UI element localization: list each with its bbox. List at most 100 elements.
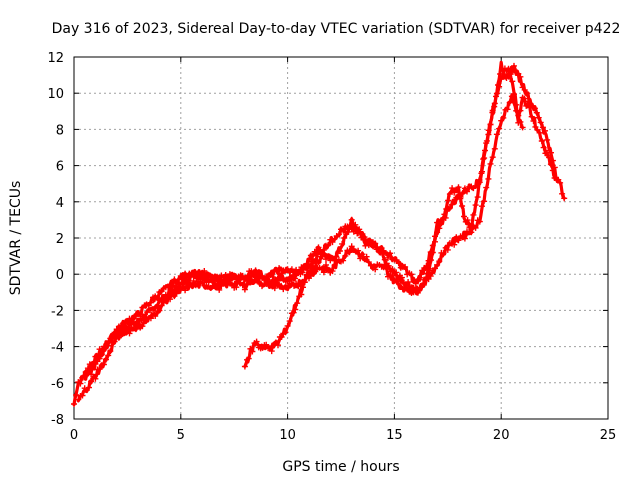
data-point [509, 67, 516, 74]
x-tick-label: 5 [177, 428, 185, 443]
data-point [389, 272, 396, 279]
data-point [290, 309, 297, 316]
data-point [446, 191, 453, 198]
data-point [374, 244, 381, 251]
data-point [561, 195, 568, 202]
data-point [472, 224, 479, 231]
y-tick-label: 12 [47, 51, 64, 66]
data-point [86, 367, 92, 374]
data-point [98, 351, 105, 358]
data-point [253, 338, 260, 345]
data-point [81, 374, 88, 380]
data-point [96, 355, 103, 362]
data-point [487, 160, 494, 167]
markers-upper-trace [81, 62, 560, 380]
data-point [451, 189, 458, 196]
data-point [457, 193, 464, 200]
data-point [423, 262, 430, 269]
data-point [263, 341, 270, 348]
data-point [250, 278, 257, 285]
data-point [459, 190, 466, 196]
data-point [533, 109, 540, 116]
data-point [335, 231, 342, 238]
data-point [88, 371, 95, 378]
data-point [398, 274, 405, 281]
data-point [71, 401, 77, 407]
data-point [329, 268, 336, 275]
data-point [298, 291, 305, 298]
data-point [320, 269, 327, 276]
data-point [551, 164, 558, 171]
data-point [273, 268, 280, 275]
data-point [540, 144, 547, 151]
x-axis-title: GPS time / hours [282, 459, 399, 475]
data-point [395, 280, 402, 287]
data-point [139, 323, 146, 330]
y-tick-label: -8 [51, 413, 64, 428]
data-point [496, 83, 503, 90]
data-series [71, 60, 568, 407]
data-point [440, 250, 447, 257]
data-point [523, 90, 530, 97]
data-point [86, 384, 92, 391]
data-point [88, 378, 95, 385]
data-point [393, 269, 400, 276]
data-point [173, 280, 180, 286]
data-point [381, 256, 388, 263]
data-point [292, 275, 299, 282]
data-point [229, 281, 236, 288]
data-point [461, 235, 468, 242]
data-point [451, 241, 458, 248]
data-point [559, 190, 566, 197]
data-point [449, 201, 456, 208]
data-point [271, 285, 278, 292]
data-point [103, 356, 109, 363]
data-point [75, 396, 82, 403]
data-point [513, 107, 520, 114]
data-point [479, 168, 485, 175]
data-point [427, 273, 434, 280]
data-point [517, 73, 524, 80]
data-point [278, 282, 285, 289]
data-point [549, 157, 556, 164]
data-point [175, 276, 182, 283]
y-tick-label: 4 [56, 196, 64, 211]
data-point [481, 155, 488, 162]
data-point [340, 227, 347, 234]
data-point [167, 296, 174, 303]
data-point [519, 124, 526, 131]
data-point [436, 225, 443, 232]
data-point [115, 334, 122, 341]
data-point [329, 239, 336, 246]
data-point [410, 276, 417, 283]
data-point [309, 252, 316, 259]
data-point [182, 287, 189, 294]
y-tick-label: 2 [56, 232, 64, 247]
data-point [292, 306, 299, 313]
data-point [339, 240, 346, 247]
data-point [340, 257, 347, 264]
data-point [515, 70, 522, 77]
data-point [201, 268, 208, 274]
data-point [359, 251, 366, 258]
data-point [481, 198, 488, 205]
data-point [249, 348, 256, 355]
data-point [526, 98, 532, 105]
data-point [442, 214, 449, 221]
y-tick-label: -4 [51, 341, 64, 356]
data-point [348, 225, 355, 232]
data-point [553, 176, 560, 183]
data-point [299, 269, 306, 276]
data-point [414, 278, 421, 284]
data-point [472, 202, 479, 209]
data-point [152, 313, 159, 319]
data-point [493, 131, 500, 138]
data-point [325, 253, 332, 260]
data-point [461, 213, 467, 220]
data-point [459, 203, 466, 209]
data-point [100, 361, 107, 368]
data-point [156, 307, 163, 314]
y-tick-label: -2 [51, 304, 64, 319]
data-point [508, 93, 515, 100]
